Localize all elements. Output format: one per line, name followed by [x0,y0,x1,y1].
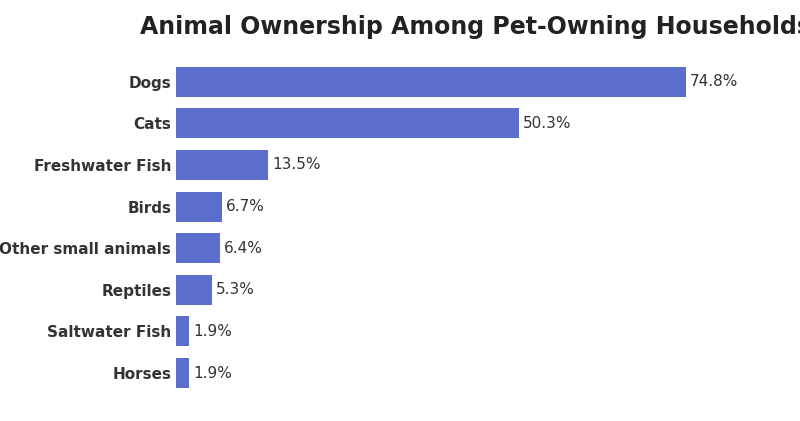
Title: Animal Ownership Among Pet-Owning Households: Animal Ownership Among Pet-Owning Househ… [141,15,800,39]
Bar [176,358,189,388]
Text: 5.3%: 5.3% [216,282,255,297]
Bar [176,192,222,221]
Bar [176,317,189,346]
Text: 6.7%: 6.7% [226,199,265,214]
Text: 74.8%: 74.8% [690,74,738,89]
Text: 1.9%: 1.9% [193,365,232,381]
Bar [176,150,268,180]
Bar [176,108,519,138]
Text: 1.9%: 1.9% [193,324,232,339]
Text: 6.4%: 6.4% [224,241,262,256]
Text: 50.3%: 50.3% [523,116,571,131]
Bar [176,67,686,96]
Text: 13.5%: 13.5% [272,157,321,172]
Bar [176,233,220,263]
Bar [176,275,212,305]
